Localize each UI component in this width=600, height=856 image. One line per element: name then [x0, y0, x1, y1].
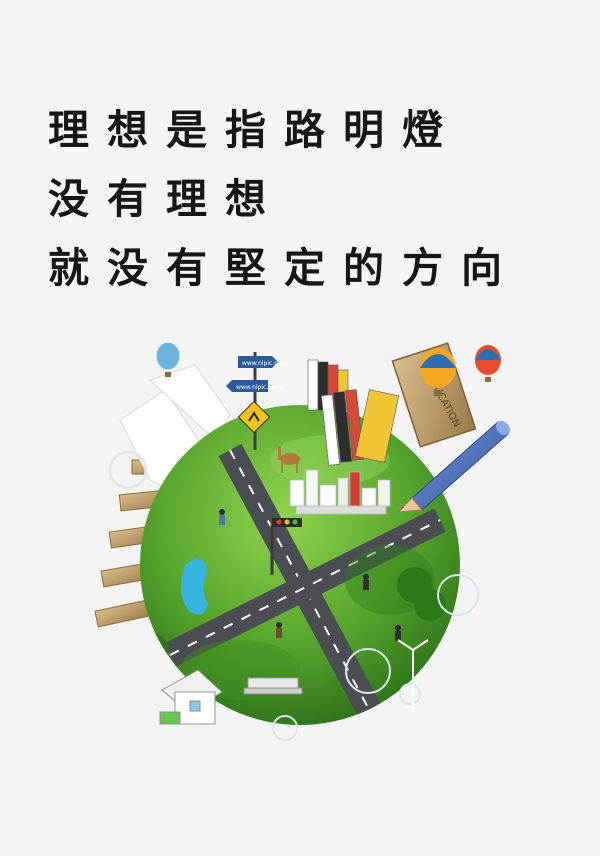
small-house [159, 669, 223, 725]
headline-line-1: 理想是指路明燈 [48, 106, 461, 154]
sign-bottom-text: www.nipic.com [236, 384, 281, 391]
direction-signs: www.nipic.com www.nipic.com [226, 352, 287, 450]
city-buildings [289, 469, 391, 515]
bubbles [272, 574, 479, 741]
sign-top-text: www.nipic.com [242, 360, 287, 367]
headline-line-2: 没有理想 [48, 175, 284, 223]
blue-pond [181, 558, 208, 615]
windmill [397, 639, 429, 710]
park-bench [243, 677, 303, 695]
deer [278, 446, 300, 473]
hot-air-balloon-left [155, 341, 181, 377]
headline-line-3: 就没有堅定的方向 [48, 244, 520, 292]
road [164, 443, 446, 725]
traffic-light [270, 518, 302, 575]
stack-of-books [307, 359, 400, 466]
hot-air-balloon-right [420, 345, 501, 396]
people [219, 509, 401, 641]
green-earth-illustration: EDUCATION www.nipic.com www.nipic.com [94, 341, 510, 741]
blue-pencil [396, 420, 510, 513]
headline: 理想是指路明燈 没有理想 就没有堅定的方向 [48, 96, 568, 303]
